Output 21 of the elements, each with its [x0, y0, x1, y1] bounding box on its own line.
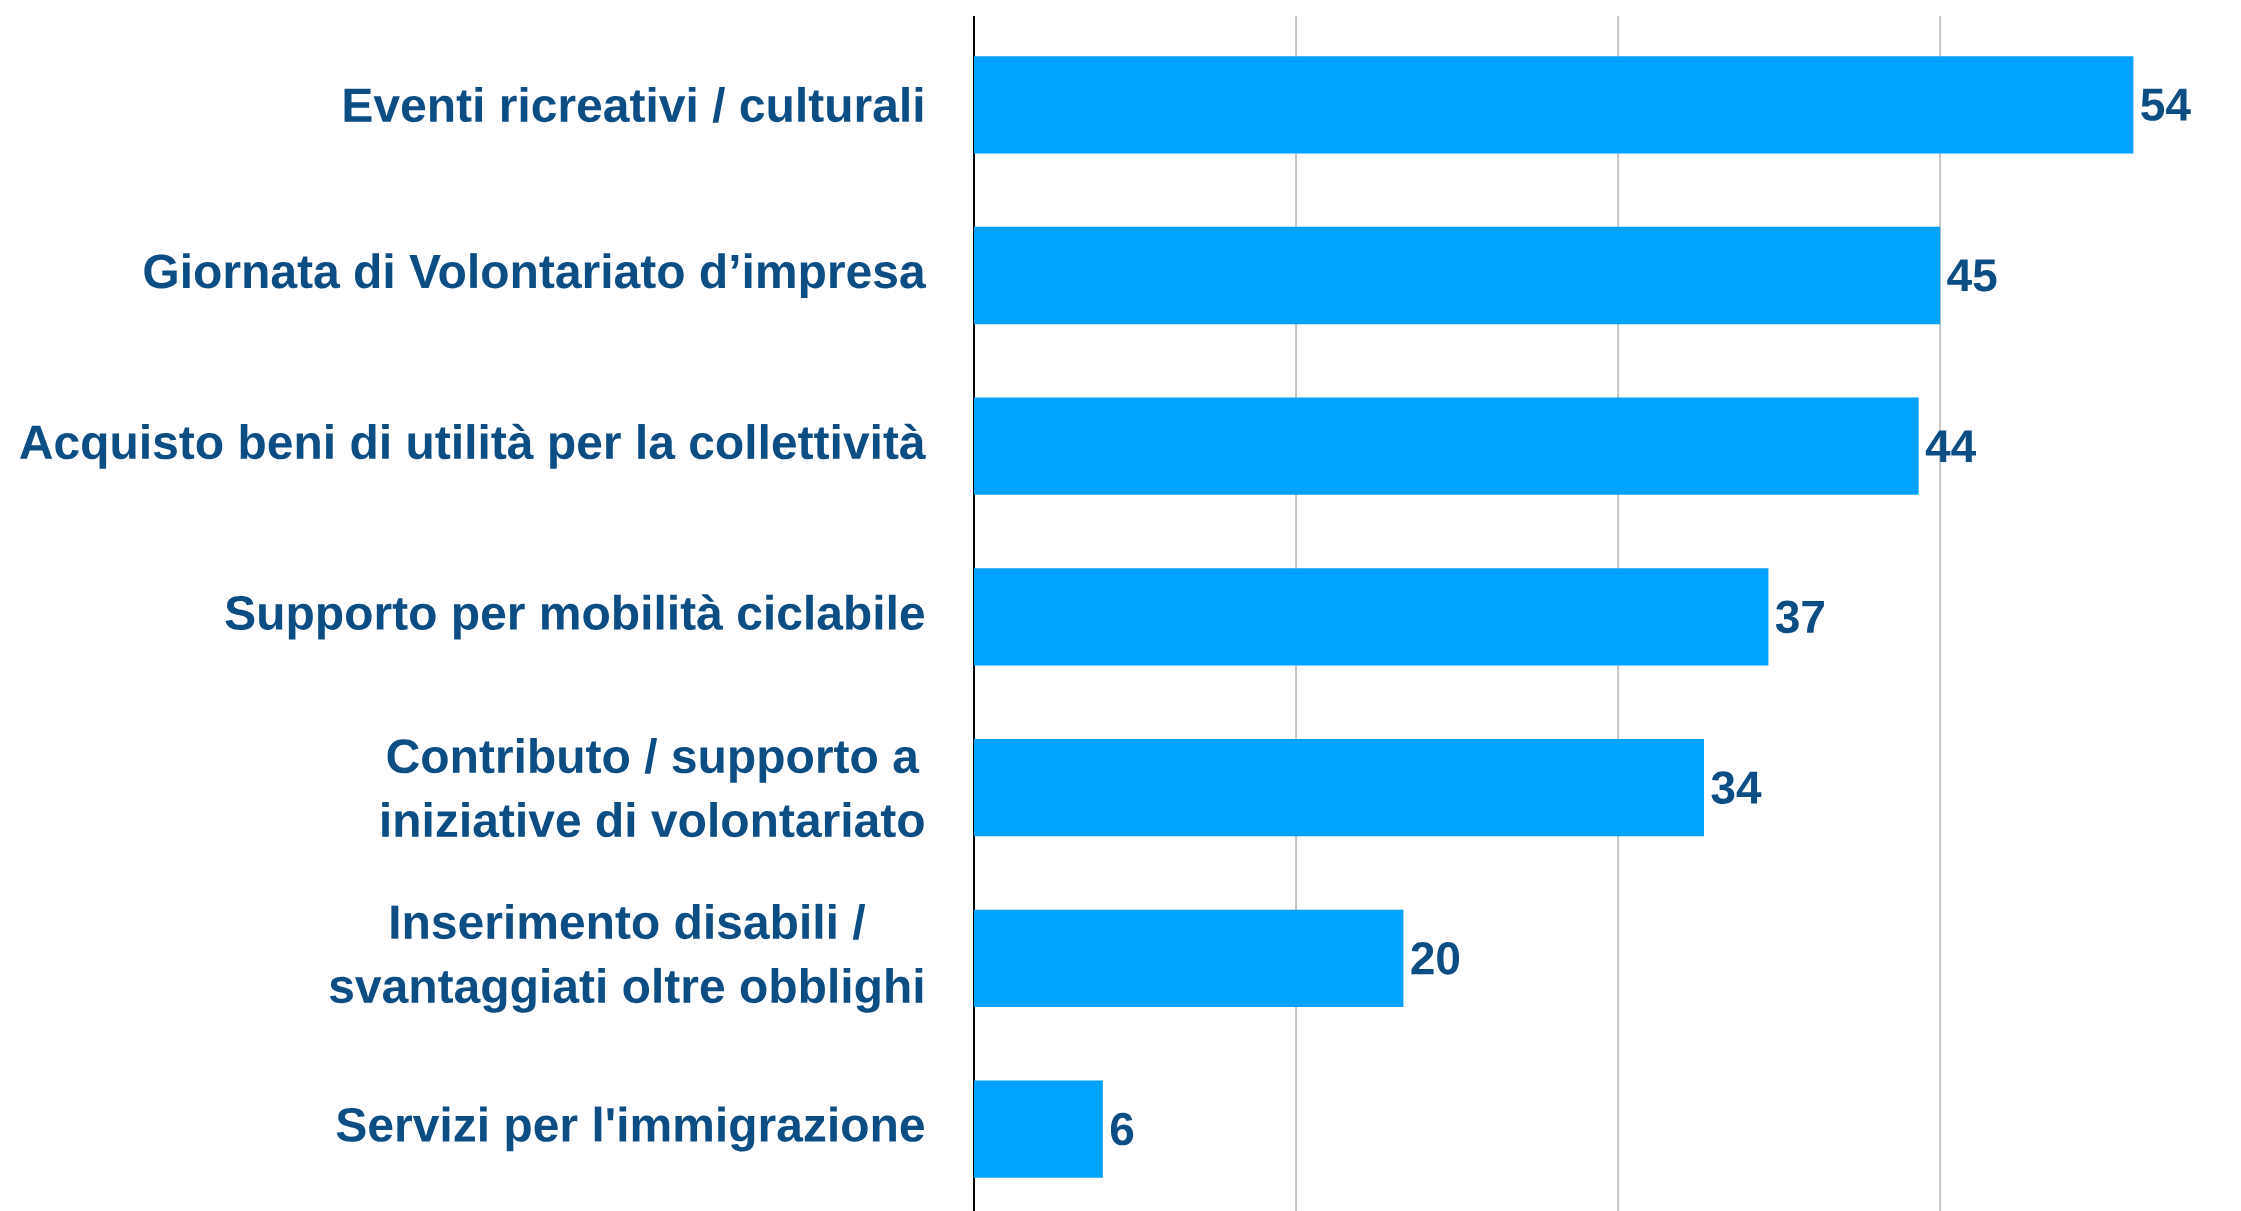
data-label: 37: [1775, 600, 1824, 634]
bar: [974, 226, 1941, 325]
data-label: 6: [1110, 1112, 1134, 1146]
y-tick-label: Inserimento disabili / svantaggiati oltre obblighi: [329, 903, 923, 1013]
y-tick-label: Giornata di Volontariato d’impresa: [144, 253, 926, 298]
y-tick-label: Servizi per l'immigrazione: [336, 1106, 924, 1152]
data-label: 54: [2141, 88, 2191, 121]
y-tick-label: Supporto per mobilità ciclabile: [225, 594, 924, 640]
bar: [974, 397, 1919, 495]
data-label: 44: [1925, 430, 1977, 463]
bar: [974, 909, 1404, 1008]
data-label: 45: [1947, 259, 1997, 292]
bar: [974, 738, 1704, 837]
data-label: 20: [1411, 942, 1460, 975]
y-tick-label: Eventi ricreativi / culturali: [344, 86, 923, 123]
data-label: 34: [1711, 771, 1762, 804]
y-tick-label: Acquisto beni di utilità per la collettività: [19, 423, 926, 469]
bar: [974, 56, 2134, 154]
bar: [974, 1080, 1103, 1178]
y-tick-label: Contributo / supporto a iniziative di volontariato: [382, 738, 924, 838]
bar: [974, 568, 1769, 666]
